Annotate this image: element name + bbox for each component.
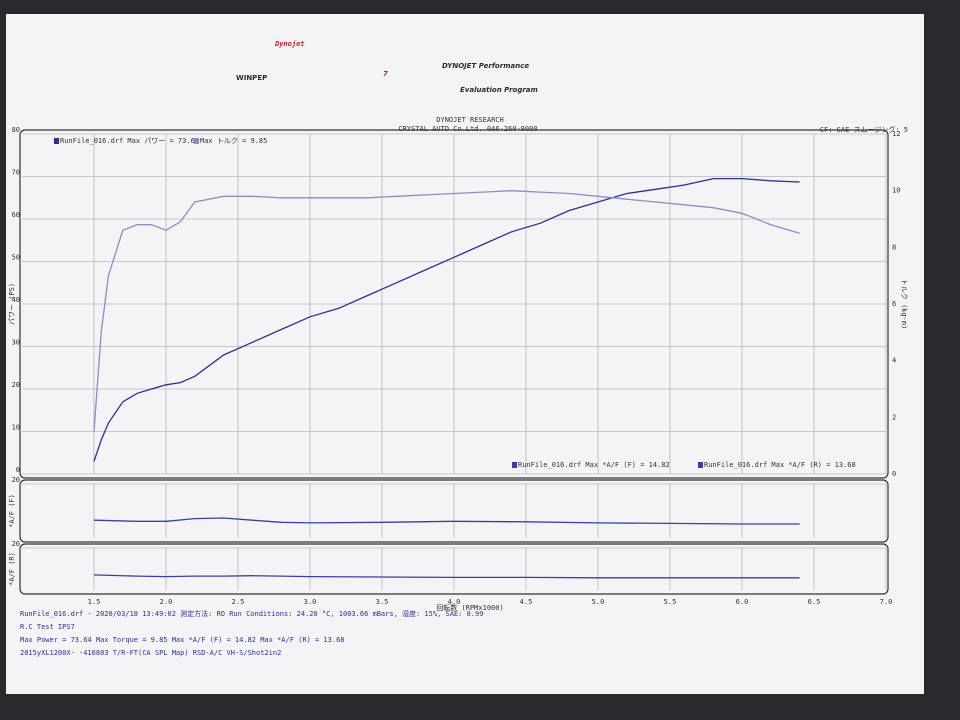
- y-tick-label: 10: [12, 424, 20, 432]
- legend-swatch: [194, 138, 199, 144]
- y-tick-label: 50: [12, 254, 20, 262]
- paper: [6, 14, 924, 694]
- logo: WINPEP: [236, 74, 267, 82]
- y-tick-label: 0: [16, 466, 20, 474]
- x-tick-label: 4.5: [520, 598, 533, 606]
- x-tick-label: 6.0: [736, 598, 749, 606]
- panel-frame: [19, 129, 889, 479]
- series-line: [93, 517, 800, 525]
- footer-line: Max Power = 73.64 Max Torque = 9.85 Max …: [20, 636, 345, 644]
- legend-label: RunFile_016.drf Max パワー = 73.64: [60, 137, 199, 145]
- panel-frame: [19, 543, 889, 595]
- x-tick-label: 3.5: [376, 598, 389, 606]
- panel-frame: [19, 479, 889, 543]
- x-tick-label: 5.5: [664, 598, 677, 606]
- x-tick-label: 6.5: [808, 598, 821, 606]
- y-tick-label: 30: [12, 339, 20, 347]
- y2-tick-label: 8: [892, 243, 896, 251]
- y2-tick-label: 10: [892, 187, 900, 195]
- x-tick-label: 4.0: [448, 598, 461, 606]
- x-tick-label: 2.5: [232, 598, 245, 606]
- footer: RunFile_016.drf - 2020/03/18 13:49:02 測定…: [20, 609, 483, 657]
- x-axis-label: 回転数 (RPMx1000): [436, 603, 503, 612]
- y-tick-label: 70: [12, 169, 20, 177]
- y2-tick-label: 2: [892, 413, 896, 421]
- y-tick-label: 60: [12, 211, 20, 219]
- footer-line: 2015yXL1200X- -416803 T/R-FT(CA SPL Map)…: [20, 649, 281, 657]
- y2-tick-label: 6: [892, 300, 896, 308]
- y-axis-label: *A/F (R): [8, 552, 16, 586]
- x-tick-label: 1.5: [88, 598, 101, 606]
- legend-label: RunFile_016.drf Max *A/F (R) = 13.68: [704, 461, 856, 469]
- footer-line: RunFile_016.drf - 2020/03/18 13:49:02 測定…: [20, 609, 483, 618]
- brand: Dynojet: [274, 40, 305, 48]
- y-tick-label: 20: [12, 540, 20, 548]
- y-axis-label: パワー (PS): [8, 283, 16, 325]
- logo-number: 7: [383, 70, 388, 78]
- legend-label: Max トルク = 9.85: [200, 137, 267, 145]
- y2-tick-label: 4: [892, 357, 896, 365]
- y2-tick-label: 12: [892, 130, 900, 138]
- x-tick-label: 3.0: [304, 598, 317, 606]
- x-tick-label: 2.0: [160, 598, 173, 606]
- x-tick-label: 5.0: [592, 598, 605, 606]
- y-tick-label: 20: [12, 381, 20, 389]
- shop: CRYSTAL AUTO Co.Ltd. 046-260-8000: [398, 125, 537, 133]
- y2-axis-label: トルク (kg-m): [900, 279, 908, 330]
- series-line: [93, 574, 800, 579]
- y-axis-label: *A/F (F): [8, 494, 16, 528]
- legend-swatch: [512, 462, 517, 468]
- y-tick-label: 80: [12, 126, 20, 134]
- tagline: DYNOJET Performance: [442, 62, 529, 70]
- y-tick-label: 20: [12, 476, 20, 484]
- footer-line: R.C Test IPS7: [20, 623, 75, 631]
- legend-swatch: [698, 462, 703, 468]
- y-tick-label: 40: [12, 296, 20, 304]
- legend-label: RunFile_016.drf Max *A/F (F) = 14.82: [518, 461, 670, 469]
- y2-tick-label: 0: [892, 470, 896, 478]
- series-line: [93, 177, 800, 462]
- company: DYNOJET RESEARCH: [436, 116, 503, 124]
- series-line: [93, 190, 800, 432]
- legend-swatch: [54, 138, 59, 144]
- x-tick-label: 7.0: [880, 598, 893, 606]
- tagline: Evaluation Program: [460, 86, 538, 94]
